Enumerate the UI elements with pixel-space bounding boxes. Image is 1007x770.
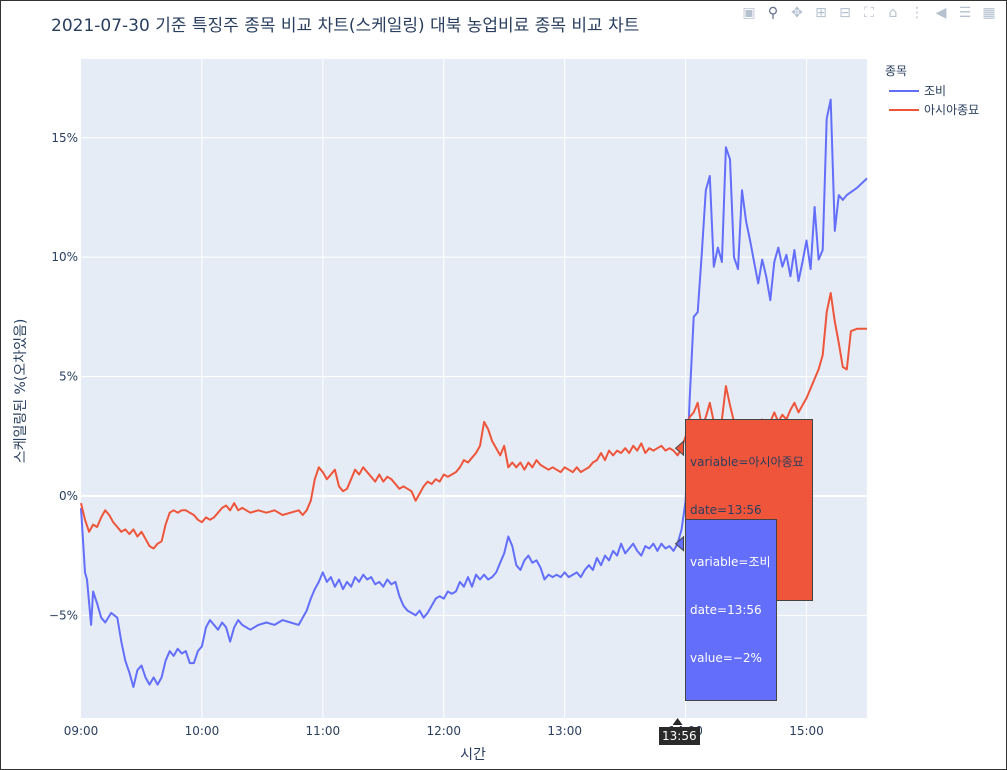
y-tick-label: 5% [59, 370, 78, 384]
legend-item-label: 아시아종묘 [924, 103, 979, 117]
hover-compare-icon[interactable]: ☰ [958, 5, 972, 21]
tooltip-pointer [674, 535, 685, 552]
y-tick-label: −5% [49, 608, 78, 622]
autoscale-icon[interactable]: ⛶ [864, 5, 874, 21]
legend-item-label: 조비 [924, 84, 946, 98]
pan-icon[interactable]: ✥ [791, 5, 803, 21]
zoom-icon[interactable]: ⚲ [767, 5, 779, 21]
modebar: ▣ ⚲ ✥ ⊞ ⊟ ⛶ ⌂ ⋮ ◀ ☰ ▦ [740, 4, 998, 22]
y-tick-label: 15% [51, 131, 78, 145]
tooltip-date: date=13:56 [690, 603, 762, 617]
tooltip-value: value=−2% [690, 651, 762, 665]
tooltip-variable: variable=아시아종묘 [690, 455, 804, 469]
series-line [80, 98, 868, 688]
tooltip-variable: variable=조비 [690, 555, 771, 569]
home-icon[interactable]: ⌂ [888, 5, 898, 21]
hover-closest-icon[interactable]: ◀ [935, 5, 947, 21]
spike-icon[interactable]: ⋮ [910, 5, 924, 21]
tooltip-date: date=13:56 [690, 503, 762, 517]
x-axis-title: 시간 [460, 747, 486, 763]
x-hover-pointer [672, 718, 683, 725]
x-tick-label: 09:00 [64, 724, 99, 738]
y-axis-ticks: −5% 0% 5% 10% 15% [49, 131, 78, 623]
y-axis-title: 스케일링된 %(오차있음) [13, 319, 29, 464]
x-tick-label: 12:00 [426, 724, 461, 738]
legend-title: 종목 [885, 64, 907, 78]
chart-title: 2021-07-30 기준 특징주 종목 비교 차트(스케일링) 대북 농업비료… [51, 16, 640, 36]
tooltip-pointer [674, 440, 685, 457]
x-hover-label: 13:56 [659, 727, 700, 745]
zoom-in-icon[interactable]: ⊞ [815, 5, 827, 21]
x-tick-label: 10:00 [185, 724, 220, 738]
x-tick-label: 13:00 [547, 724, 582, 738]
camera-icon[interactable]: ▣ [742, 5, 756, 21]
hover-tooltip-jobi: variable=조비 date=13:56 value=−2% [685, 519, 777, 701]
x-tick-label: 15:00 [789, 724, 824, 738]
y-tick-label: 10% [51, 250, 78, 264]
zoom-out-icon[interactable]: ⊟ [839, 5, 851, 21]
y-tick-label: 0% [59, 489, 78, 503]
hover-markers [672, 440, 685, 725]
grid [81, 59, 867, 718]
plotly-logo-icon[interactable]: ▦ [982, 5, 996, 21]
x-tick-label: 11:00 [306, 724, 341, 738]
